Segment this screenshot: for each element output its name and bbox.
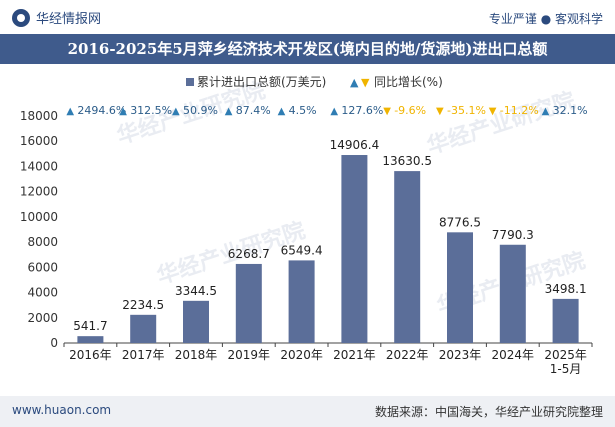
x-tick-label: 2018年 [175, 348, 218, 362]
growth-up-icon: ▲ [330, 106, 338, 117]
y-tick-label: 10000 [20, 210, 58, 224]
growth-up-icon: ▲ [225, 106, 233, 117]
legend-swatch-bar [186, 78, 194, 86]
bar [77, 336, 104, 343]
top-bar: 华经情报网 专业严谨 ● 客观科学 [0, 0, 615, 35]
bar-value-label: 2234.5 [122, 298, 164, 312]
growth-down-icon: ▼ [489, 106, 497, 117]
bar-value-label: 3344.5 [175, 284, 217, 298]
y-tick-label: 16000 [20, 134, 58, 148]
growth-down-icon: ▼ [383, 106, 391, 117]
brand-logo-icon [12, 8, 30, 27]
growth-up-icon: ▲ [542, 106, 550, 117]
chart-area: 华经产业研究院华经产业研究院华经产业研究院华经产业研究院累计进出口总额(万美元)… [0, 64, 615, 394]
legend-up-icon: ▲ [350, 76, 359, 89]
growth-up-icon: ▲ [278, 106, 286, 117]
growth-down-icon: ▼ [436, 106, 444, 117]
y-tick-label: 14000 [20, 159, 58, 173]
growth-label: -11.2% [500, 104, 539, 117]
footer: www.huaon.com 数据来源：中国海关，华经产业研究院整理 [0, 396, 615, 427]
growth-label: 87.4% [236, 104, 271, 117]
x-tick-label: 2022年 [386, 348, 429, 362]
watermark-text: 华经产业研究院 [424, 87, 579, 159]
bar-value-label: 8776.5 [439, 215, 481, 229]
bar [499, 244, 526, 343]
bar-value-label: 13630.5 [382, 154, 432, 168]
bar [341, 155, 368, 343]
growth-label: 4.5% [289, 104, 317, 117]
growth-up-icon: ▲ [172, 106, 180, 117]
y-tick-label: 12000 [20, 185, 58, 199]
bar-value-label: 14906.4 [330, 138, 380, 152]
x-tick-label: 2019年 [228, 348, 271, 362]
y-tick-label: 8000 [27, 235, 58, 249]
bar-value-label: 3498.1 [545, 282, 587, 296]
brand-name: 华经情报网 [36, 12, 102, 27]
chart-title: 2016-2025年5月萍乡经济技术开发区(境内目的地/货源地)进出口总额 [67, 40, 548, 58]
legend-label-total: 累计进出口总额(万美元) [197, 75, 326, 89]
y-tick-label: 18000 [20, 109, 58, 123]
bar-value-label: 6268.7 [228, 247, 270, 261]
bar [183, 300, 209, 343]
growth-label: -35.1% [447, 104, 486, 117]
y-tick-label: 6000 [27, 260, 58, 274]
legend-label-growth: 同比增长(%) [374, 75, 443, 89]
bar [130, 314, 157, 343]
bar-value-label: 541.7 [73, 319, 107, 333]
growth-label: 127.6% [341, 104, 383, 117]
y-tick-label: 4000 [27, 286, 58, 300]
x-tick-label: 2024年 [492, 348, 535, 362]
x-tick-label: 2021年 [333, 348, 376, 362]
bar [288, 260, 315, 343]
growth-label: 2494.6% [77, 104, 126, 117]
brand: 华经情报网 [12, 8, 101, 27]
growth-label: 50.9% [183, 104, 218, 117]
data-source: 数据来源：中国海关，华经产业研究院整理 [374, 405, 603, 419]
growth-label: 312.5% [130, 104, 172, 117]
bar-value-label: 6549.4 [281, 243, 323, 257]
bar [394, 171, 421, 343]
growth-up-icon: ▲ [66, 106, 74, 117]
bar [447, 232, 473, 343]
bar-value-label: 7790.3 [492, 228, 534, 242]
x-tick-label: 2016年 [69, 348, 112, 362]
y-tick-label: 0 [50, 336, 58, 350]
x-tick-label: 2025年 [544, 348, 587, 362]
x-tick-label: 2020年 [280, 348, 323, 362]
x-tick-label: 1-5月 [550, 362, 582, 376]
slogan: 专业严谨 ● 客观科学 [488, 12, 603, 26]
growth-label: -9.6% [394, 104, 426, 117]
growth-up-icon: ▲ [119, 106, 127, 117]
y-tick-label: 2000 [27, 311, 58, 325]
bar [552, 298, 579, 343]
bar [235, 263, 262, 343]
website-link[interactable]: www.huaon.com [12, 403, 112, 417]
bar-chart: 华经产业研究院华经产业研究院华经产业研究院华经产业研究院累计进出口总额(万美元)… [20, 75, 593, 376]
legend-down-icon: ▼ [361, 76, 370, 89]
growth-label: 32.1% [553, 104, 588, 117]
title-band: 2016-2025年5月萍乡经济技术开发区(境内目的地/货源地)进出口总额 [0, 34, 615, 64]
x-tick-label: 2017年 [122, 348, 165, 362]
x-tick-label: 2023年 [439, 348, 482, 362]
